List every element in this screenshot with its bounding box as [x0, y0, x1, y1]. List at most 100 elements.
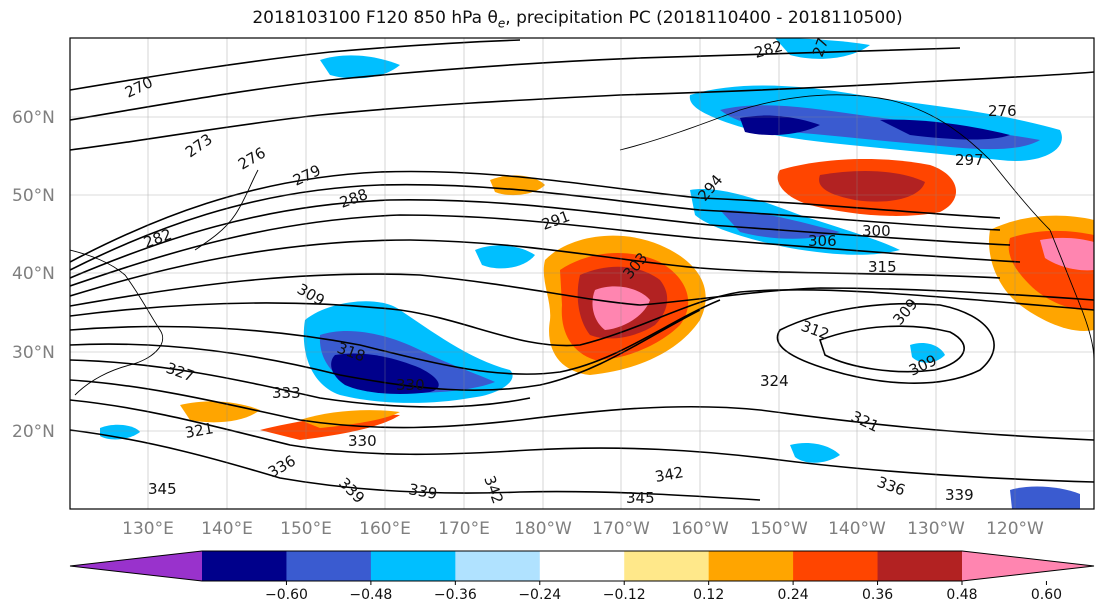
contour-line: [70, 39, 521, 91]
contour-label: 339: [335, 474, 368, 507]
colorbar-tick-label: 0.24: [778, 587, 809, 603]
title-text: 2018103100 F120 850 hPa θ: [252, 8, 498, 28]
lon-label: 140°E: [201, 519, 253, 539]
lon-label: 140°W: [828, 519, 886, 539]
colorbar-tick-label: −0.24: [518, 587, 561, 603]
graticule: [70, 38, 1094, 509]
contour-line: [70, 183, 1001, 271]
colorbar: [69, 550, 1095, 585]
contour-line: [70, 214, 1021, 287]
negative-spot-mid: [475, 245, 535, 269]
colorbar-tick-label: −0.12: [603, 587, 646, 603]
lon-label: 130°E: [122, 519, 174, 539]
lon-label: 180°W: [514, 519, 572, 539]
contour-label: 282: [141, 225, 174, 252]
lon-label: 130°W: [907, 519, 965, 539]
contour-label: 324: [760, 372, 789, 390]
lon-label: 160°W: [671, 519, 729, 539]
colorbar-segment: [539, 551, 625, 581]
title-subscript: e: [497, 16, 506, 31]
colorbar-tick-label: 0.60: [1031, 587, 1062, 603]
colorbar-segment: [708, 551, 794, 581]
lat-label: 30°N: [12, 343, 55, 363]
contour-label: 339: [945, 486, 974, 504]
contour-line: [70, 288, 1094, 347]
contour-label: 315: [868, 258, 897, 276]
contour-line: [70, 47, 961, 121]
plot-area: 270 273 276 279 282 288 291 294 297 300 …: [70, 37, 1094, 509]
coastline-asia: [70, 249, 163, 396]
contour-label: 345: [148, 480, 177, 498]
contour-label: 336: [265, 452, 299, 482]
contour-line: [70, 379, 1094, 441]
positive-spot-mid: [490, 175, 545, 196]
lon-label: 160°E: [359, 519, 411, 539]
colorbar-segment: [286, 551, 372, 581]
colorbar-extend-high: [962, 551, 1094, 581]
contour-line: [776, 302, 995, 384]
colorbar-segment: [202, 551, 287, 581]
negative-spot-southeast-edge: [1010, 486, 1080, 509]
colorbar-tick-label: 0.36: [862, 587, 893, 603]
contour-label: 342: [480, 473, 507, 506]
latitude-labels: 60°N 50°N 40°N 30°N 20°N: [12, 108, 55, 442]
contour-label: 282: [752, 37, 784, 62]
colorbar-segment: [793, 551, 879, 581]
contour-label: 306: [808, 232, 837, 250]
contour-label: 309: [889, 295, 921, 329]
lon-label: 120°W: [986, 519, 1044, 539]
coastline-japan: [194, 169, 259, 251]
colorbar-tick-label: −0.60: [265, 587, 308, 603]
contour-label: 309: [294, 280, 328, 310]
contour-label: 300: [862, 222, 891, 240]
colorbar-tick-label: 0.48: [946, 587, 977, 603]
lon-label: 170°W: [592, 519, 650, 539]
colorbar-segment: [624, 551, 710, 581]
contour-line: [70, 359, 531, 408]
lon-label: 150°E: [280, 519, 332, 539]
contour-label: 291: [539, 207, 572, 234]
colorbar-segment: [455, 551, 541, 581]
contour-label: 273: [182, 130, 216, 161]
contour-label: 276: [235, 144, 269, 174]
contour-line: [70, 399, 1094, 483]
precip-fill-layer: [100, 38, 1094, 509]
contour-line: [818, 325, 965, 373]
contour-line: [70, 170, 1001, 263]
positive-gulf-alaska-core: [819, 170, 925, 202]
positive-streak-south-west: [180, 401, 260, 423]
contour-label: 327: [164, 359, 197, 386]
lon-label: 150°W: [750, 519, 808, 539]
lat-label: 20°N: [12, 422, 55, 442]
contour-label: 321: [848, 407, 882, 435]
contour-line: [70, 299, 721, 375]
contour-label: 330: [396, 376, 425, 394]
contour-line: [70, 309, 701, 391]
colorbar-extend-low: [70, 551, 202, 581]
negative-spot-north-west: [320, 55, 400, 79]
contour-line: [70, 239, 1001, 297]
colorbar-tick-label: −0.48: [349, 587, 392, 603]
contour-label: 345: [626, 489, 655, 507]
contour-line: [70, 273, 1094, 307]
colorbar-segment: [370, 551, 456, 581]
colorbar-tick-label: −0.36: [434, 587, 477, 603]
contour-label: 339: [407, 480, 438, 503]
contour-label: 297: [955, 151, 984, 169]
colorbar-outline: [69, 550, 1095, 582]
theta-e-contours: [70, 39, 1094, 501]
map-title: 2018103100 F120 850 hPa θe, precipitatio…: [0, 8, 1105, 30]
contour-label: 312: [799, 317, 832, 344]
contour-label: 321: [184, 419, 215, 442]
contour-line: [70, 71, 1094, 151]
negative-spot-south-east: [790, 443, 840, 463]
colorbar-tick-labels: −0.60 −0.48 −0.36 −0.24 −0.12 0.12 0.24 0.36 0.4…: [265, 587, 1062, 603]
title-rest: , precipitation PC (2018110400 - 2018110…: [505, 8, 903, 28]
lat-label: 40°N: [12, 264, 55, 284]
colorbar-tick-label: 0.12: [693, 587, 724, 603]
contour-label: 330: [348, 432, 377, 450]
contour-label: 333: [272, 384, 301, 402]
longitude-labels: 130°E 140°E 150°E 160°E 170°E 180°W 170°…: [122, 519, 1044, 539]
contour-label: 288: [337, 185, 370, 212]
